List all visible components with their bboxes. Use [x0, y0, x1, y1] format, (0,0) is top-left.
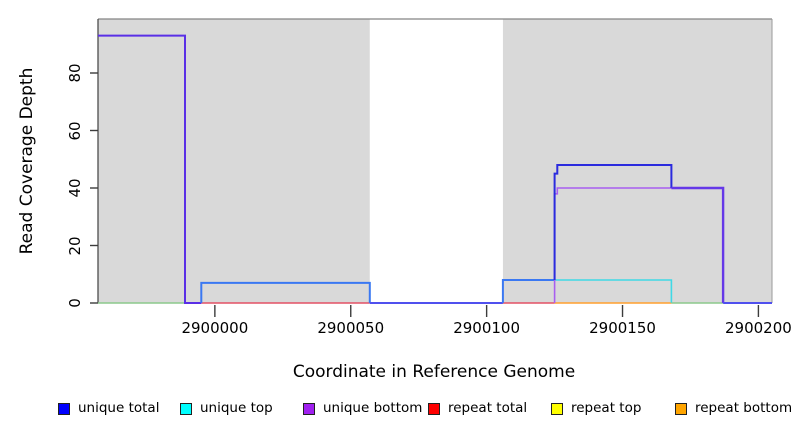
legend-item-repeat-top: repeat top	[551, 401, 641, 416]
legend-item-unique-total: unique total	[58, 401, 159, 416]
legend-item-unique-bottom: unique bottom	[303, 401, 422, 416]
shaded-region	[502, 19, 772, 303]
y-tick-label: 40	[66, 178, 84, 198]
y-tick-label: 80	[66, 63, 84, 83]
x-axis-title: Coordinate in Reference Genome	[292, 362, 576, 382]
legend-swatch-icon	[180, 402, 192, 415]
coverage-line	[200, 281, 371, 303]
x-tick-label: 2900200	[725, 319, 792, 337]
legend-swatch-icon	[551, 402, 563, 415]
shaded-region	[98, 19, 370, 303]
legend-label: unique top	[200, 400, 273, 416]
coverage-line	[671, 186, 725, 303]
legend-label: repeat total	[448, 400, 528, 416]
coverage-line	[501, 279, 555, 303]
coverage-line	[553, 164, 673, 280]
y-tick-label: 60	[66, 120, 84, 141]
legend-item-repeat-bottom: repeat bottom	[675, 401, 792, 416]
legend-swatch-icon	[428, 402, 440, 415]
legend-label: repeat bottom	[695, 400, 792, 416]
legend-item-unique-top: unique top	[180, 401, 273, 416]
x-tick-label: 2900050	[317, 319, 385, 337]
legend-swatch-icon	[58, 402, 70, 415]
coverage-line	[98, 34, 202, 304]
legend-label: unique total	[78, 400, 160, 416]
x-tick-label: 2900150	[589, 319, 656, 337]
coverage-line	[554, 279, 673, 303]
y-tick-label: 20	[66, 235, 84, 256]
x-tick-label: 2900100	[453, 319, 521, 337]
legend-item-repeat-total: repeat total	[428, 401, 527, 416]
y-tick-label: 0	[66, 298, 84, 308]
legend-swatch-icon	[675, 402, 687, 415]
y-axis-title: Read Coverage Depth	[17, 67, 37, 255]
legend-swatch-icon	[303, 402, 315, 415]
legend-label: repeat top	[571, 400, 642, 416]
x-tick-label: 2900000	[181, 319, 249, 337]
legend-label: unique bottom	[323, 400, 423, 416]
